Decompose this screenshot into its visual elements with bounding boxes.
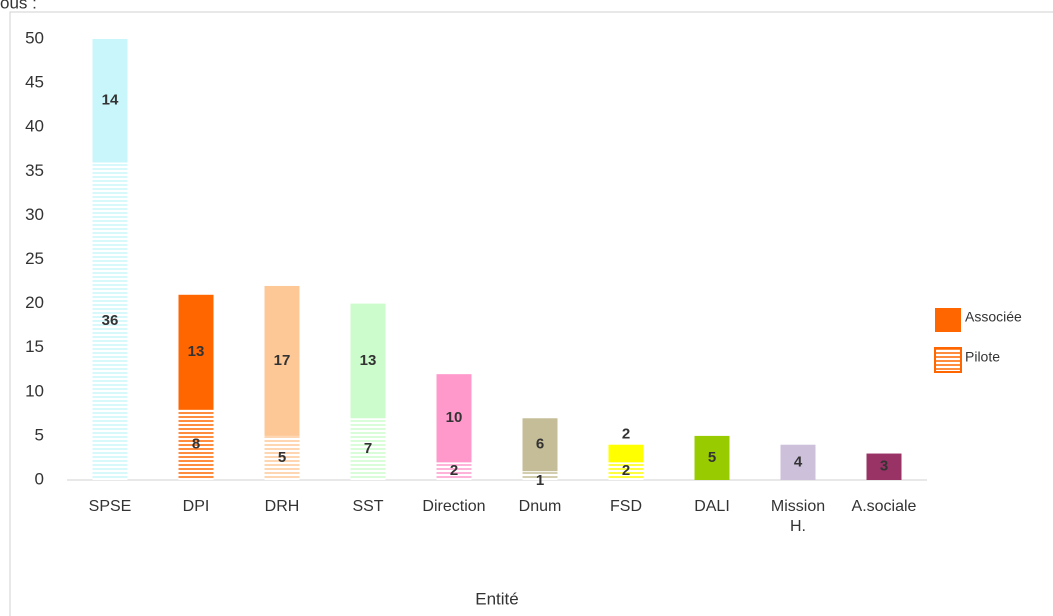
bar-segment <box>780 444 816 480</box>
data-label: 17 <box>274 352 291 369</box>
data-label: 10 <box>446 409 463 426</box>
bar-segment <box>608 444 644 463</box>
y-tick-label: 5 <box>35 425 44 444</box>
data-label: 36 <box>102 312 119 329</box>
bar-segment <box>694 435 730 480</box>
y-tick-label: 45 <box>25 73 44 92</box>
x-tick-label: Direction <box>422 498 486 515</box>
chart-frame <box>9 11 1053 616</box>
y-tick-label: 20 <box>25 293 44 312</box>
legend-label: Associée <box>965 309 1022 325</box>
y-tick-label: 40 <box>25 117 44 136</box>
bar-segment-hatched <box>92 162 128 481</box>
y-tick-label: 10 <box>25 381 44 400</box>
data-label: 13 <box>188 343 205 360</box>
bar-segment <box>350 303 386 419</box>
data-label: 1 <box>536 472 544 489</box>
data-label: 5 <box>278 449 286 466</box>
bar-segment-hatched <box>608 462 644 480</box>
legend-swatch <box>935 308 961 332</box>
bar-segment-hatched <box>264 435 300 480</box>
bar-segment <box>178 294 214 410</box>
data-label: 7 <box>364 440 372 457</box>
legend-label: Pilote <box>965 349 1000 365</box>
x-tick-label: SST <box>352 498 384 515</box>
y-tick-label: 30 <box>25 205 44 224</box>
data-label: 13 <box>360 352 377 369</box>
y-tick-label: 15 <box>25 337 44 356</box>
bar-segment <box>264 285 300 436</box>
x-tick-label: A.sociale <box>851 498 917 515</box>
legend-swatch <box>934 347 962 373</box>
y-tick-label: 35 <box>25 161 44 180</box>
data-label: 8 <box>192 436 200 453</box>
data-label: 2 <box>622 426 630 443</box>
y-tick-label: 25 <box>25 249 44 268</box>
x-tick-label: DALI <box>694 498 730 515</box>
data-label: 3 <box>880 458 888 475</box>
x-tick-label: Mission H. <box>770 498 826 535</box>
data-label: 2 <box>450 462 458 479</box>
data-label: 14 <box>102 92 119 109</box>
data-label: 6 <box>536 436 544 453</box>
data-label: 5 <box>708 449 716 466</box>
x-tick-label: DPI <box>182 498 210 515</box>
bar-segment <box>436 374 472 463</box>
data-label: 2 <box>622 462 630 479</box>
x-tick-label: DRH <box>264 498 300 515</box>
x-tick-label: FSD <box>610 498 642 515</box>
y-tick-label: 50 <box>25 28 44 47</box>
x-tick-label: SPSE <box>88 498 132 515</box>
bar-segment-hatched <box>350 418 386 480</box>
x-tick-label: Dnum <box>518 498 562 515</box>
bar-segment <box>522 418 558 472</box>
data-label: 4 <box>794 453 803 470</box>
x-axis-title: Entité <box>475 589 518 608</box>
bar-segment-hatched <box>178 409 214 480</box>
caption: ous : <box>0 0 37 12</box>
bar-segment <box>92 39 128 163</box>
y-tick-label: 0 <box>35 469 44 488</box>
bar-segment <box>866 453 902 480</box>
bar-segment-hatched <box>522 471 558 480</box>
bar-segment-hatched <box>436 462 472 480</box>
